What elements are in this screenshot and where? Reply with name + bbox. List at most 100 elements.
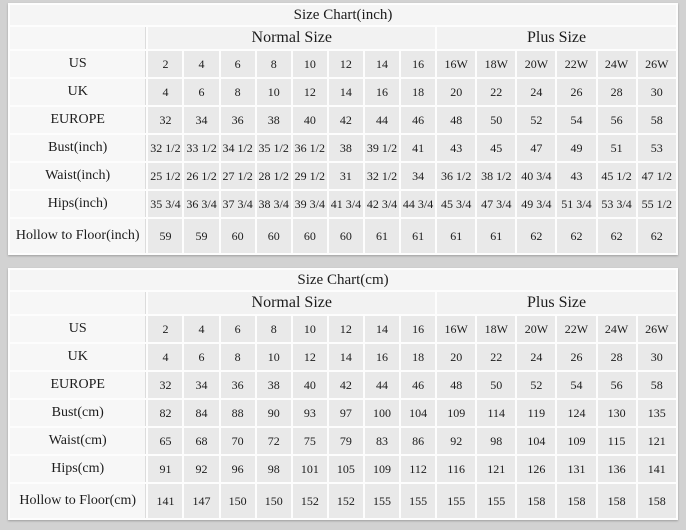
- size-value-cell: 29 1/2: [292, 163, 327, 189]
- size-value-cell: 8: [256, 51, 291, 77]
- size-value-cell: 55 1/2: [637, 191, 676, 217]
- size-value-cell: 136: [597, 456, 636, 482]
- size-value-cell: 14: [364, 316, 400, 342]
- size-value-cell: 36 1/2: [437, 163, 476, 189]
- size-value-cell: 56: [597, 107, 636, 133]
- size-value-cell: 116: [437, 456, 476, 482]
- size-value-cell: 22: [477, 344, 516, 370]
- size-value-cell: 38 3/4: [256, 191, 291, 217]
- size-value-cell: 54: [557, 107, 596, 133]
- size-value-cell: 24W: [597, 51, 636, 77]
- size-value-cell: 60: [292, 219, 327, 253]
- size-value-cell: 98: [256, 456, 291, 482]
- corner-blank-cell: [10, 292, 147, 314]
- size-value-cell: 49 3/4: [517, 191, 556, 217]
- size-value-cell: 155: [437, 484, 476, 518]
- size-value-cell: 26: [557, 344, 596, 370]
- size-value-cell: 8: [220, 344, 255, 370]
- row-label: UK: [10, 344, 147, 370]
- row-label: US: [10, 51, 147, 77]
- size-value-cell: 30: [637, 344, 676, 370]
- size-chart-cm-section: Size Chart(cm) Normal Size Plus Size US 2 4 6 8…: [8, 268, 678, 520]
- size-value-cell: 18: [401, 344, 436, 370]
- size-value-cell: 105: [328, 456, 363, 482]
- size-value-cell: 147: [184, 484, 219, 518]
- size-value-cell: 35 1/2: [256, 135, 291, 161]
- size-value-cell: 97: [328, 400, 363, 426]
- size-value-cell: 82: [148, 400, 183, 426]
- size-value-cell: 100: [364, 400, 400, 426]
- size-value-cell: 32 1/2: [148, 135, 183, 161]
- size-value-cell: 24W: [597, 316, 636, 342]
- table-title: Size Chart(cm): [10, 270, 676, 290]
- size-value-cell: 44: [364, 372, 400, 398]
- size-value-cell: 42: [328, 107, 363, 133]
- size-value-cell: 2: [148, 316, 183, 342]
- size-value-cell: 152: [328, 484, 363, 518]
- size-value-cell: 39 3/4: [292, 191, 327, 217]
- size-group-header: Plus Size: [437, 27, 676, 49]
- size-value-cell: 47 1/2: [637, 163, 676, 189]
- size-value-cell: 115: [597, 428, 636, 454]
- size-value-cell: 45 1/2: [597, 163, 636, 189]
- size-value-cell: 53 3/4: [597, 191, 636, 217]
- size-value-cell: 70: [220, 428, 255, 454]
- size-value-cell: 50: [477, 372, 516, 398]
- size-value-cell: 155: [364, 484, 400, 518]
- size-value-cell: 104: [401, 400, 436, 426]
- size-value-cell: 8: [256, 316, 291, 342]
- size-value-cell: 124: [557, 400, 596, 426]
- size-value-cell: 60: [256, 219, 291, 253]
- size-value-cell: 26W: [637, 51, 676, 77]
- size-value-cell: 68: [184, 428, 219, 454]
- size-value-cell: 90: [256, 400, 291, 426]
- size-value-cell: 24: [517, 344, 556, 370]
- size-value-cell: 44 3/4: [401, 191, 436, 217]
- size-value-cell: 150: [220, 484, 255, 518]
- size-value-cell: 59: [184, 219, 219, 253]
- size-value-cell: 42 3/4: [364, 191, 400, 217]
- size-value-cell: 101: [292, 456, 327, 482]
- size-value-cell: 10: [292, 316, 327, 342]
- size-group-header: Normal Size: [148, 27, 436, 49]
- size-value-cell: 12: [328, 51, 363, 77]
- size-value-cell: 112: [401, 456, 436, 482]
- size-value-cell: 16W: [437, 51, 476, 77]
- size-value-cell: 24: [517, 79, 556, 105]
- size-value-cell: 152: [292, 484, 327, 518]
- size-value-cell: 46: [401, 372, 436, 398]
- size-value-cell: 6: [220, 51, 255, 77]
- size-value-cell: 92: [184, 456, 219, 482]
- size-value-cell: 20: [437, 79, 476, 105]
- size-value-cell: 4: [148, 344, 183, 370]
- size-value-cell: 158: [557, 484, 596, 518]
- size-value-cell: 98: [477, 428, 516, 454]
- size-value-cell: 45 3/4: [437, 191, 476, 217]
- size-value-cell: 16: [401, 51, 436, 77]
- size-value-cell: 22W: [557, 316, 596, 342]
- row-label: Bust(inch): [10, 135, 147, 161]
- size-value-cell: 61: [401, 219, 436, 253]
- size-value-cell: 126: [517, 456, 556, 482]
- size-value-cell: 4: [148, 79, 183, 105]
- size-value-cell: 47 3/4: [477, 191, 516, 217]
- size-value-cell: 38: [256, 107, 291, 133]
- size-value-cell: 109: [557, 428, 596, 454]
- size-value-cell: 10: [256, 344, 291, 370]
- size-value-cell: 12: [292, 79, 327, 105]
- size-value-cell: 56: [597, 372, 636, 398]
- size-value-cell: 41: [401, 135, 436, 161]
- row-label: Waist(cm): [10, 428, 147, 454]
- size-value-cell: 43: [437, 135, 476, 161]
- size-value-cell: 130: [597, 400, 636, 426]
- row-label: Hollow to Floor(cm): [10, 484, 147, 518]
- size-value-cell: 119: [517, 400, 556, 426]
- size-value-cell: 62: [517, 219, 556, 253]
- row-label: US: [10, 316, 147, 342]
- size-value-cell: 16: [364, 344, 400, 370]
- size-value-cell: 65: [148, 428, 183, 454]
- size-value-cell: 39 1/2: [364, 135, 400, 161]
- size-value-cell: 62: [557, 219, 596, 253]
- row-label: UK: [10, 79, 147, 105]
